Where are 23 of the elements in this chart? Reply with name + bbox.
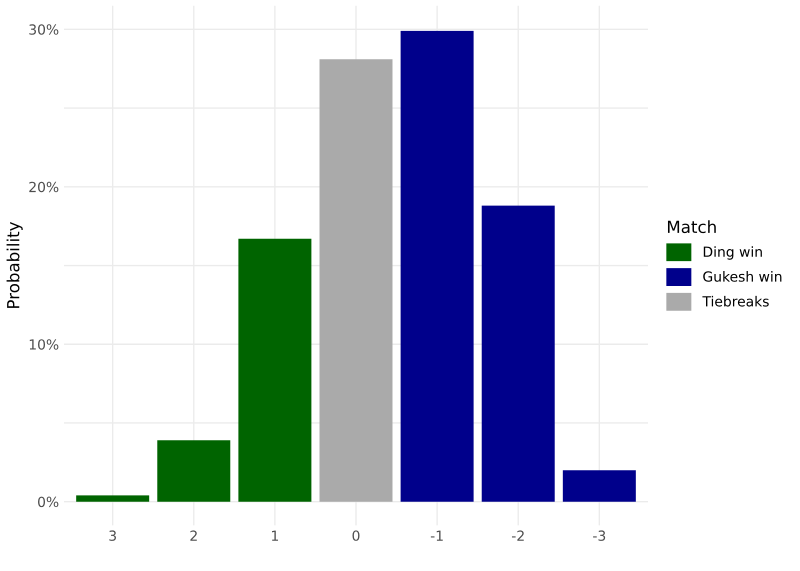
bar: [157, 440, 230, 502]
legend-title: Match: [668, 220, 716, 234]
x-tick-label: 3: [109, 530, 116, 541]
legend-label: Tiebreaks: [702, 296, 769, 307]
legend-label: Gukesh win: [703, 271, 782, 282]
bar: [238, 238, 312, 502]
legend-label: Ding win: [704, 246, 762, 260]
y-tick-label: 0%: [38, 496, 58, 508]
y-axis-title: Probability: [6, 222, 23, 308]
x-tick-label: -2: [512, 530, 524, 541]
x-tick-label: 0: [352, 530, 360, 541]
y-tick-label: 30%: [29, 24, 58, 35]
bar: [562, 470, 636, 502]
x-tick-label: 2: [190, 530, 197, 541]
bar: [482, 206, 555, 502]
x-tick-label: 1: [272, 530, 278, 541]
bar: [76, 495, 150, 502]
x-tick-label: -1: [430, 530, 443, 541]
x-tick-label: -3: [593, 530, 606, 541]
y-tick-label: 10%: [30, 339, 58, 350]
y-tick-label: 20%: [29, 182, 58, 192]
bar: [400, 30, 474, 502]
bar: [320, 59, 392, 502]
